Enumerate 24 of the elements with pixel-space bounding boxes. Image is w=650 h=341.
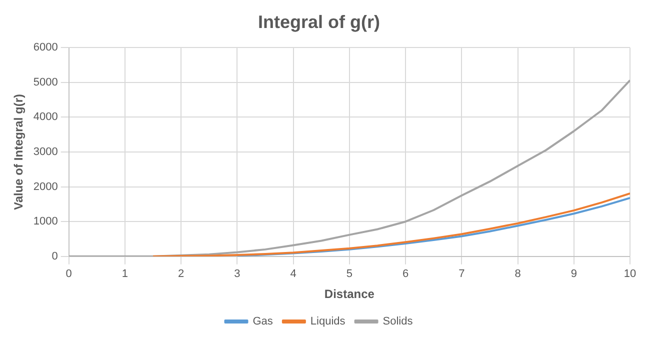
y-tick-label: 2000 bbox=[33, 180, 58, 193]
legend-label: Gas bbox=[252, 316, 274, 328]
y-tick-label: 5000 bbox=[33, 76, 58, 88]
x-tick-label: 1 bbox=[122, 268, 128, 280]
chart-title: Integral of g(r) bbox=[258, 12, 380, 32]
y-axis-title: Value of Integral g(r) bbox=[12, 94, 26, 210]
y-tick-label: 4000 bbox=[33, 111, 58, 124]
legend-label: Solids bbox=[382, 316, 414, 328]
x-axis-title: Distance bbox=[324, 287, 375, 302]
y-tick-label: 0 bbox=[52, 250, 58, 262]
x-tick-label: 4 bbox=[290, 268, 296, 280]
x-tick-label: 10 bbox=[624, 268, 636, 280]
x-tick-label: 3 bbox=[234, 268, 240, 280]
y-tick-label: 3000 bbox=[33, 146, 58, 158]
x-tick-label: 9 bbox=[570, 268, 577, 280]
y-tick-label: 6000 bbox=[33, 42, 58, 54]
x-tick-label: 2 bbox=[178, 268, 184, 280]
y-tick-label: 1000 bbox=[33, 216, 58, 228]
x-tick-label: 7 bbox=[458, 268, 465, 280]
x-tick-label: 6 bbox=[402, 268, 409, 280]
x-tick-label: 5 bbox=[346, 268, 352, 280]
x-tick-label: 8 bbox=[514, 268, 521, 280]
legend-label: Liquids bbox=[310, 316, 346, 328]
x-tick-label: 0 bbox=[66, 268, 72, 280]
